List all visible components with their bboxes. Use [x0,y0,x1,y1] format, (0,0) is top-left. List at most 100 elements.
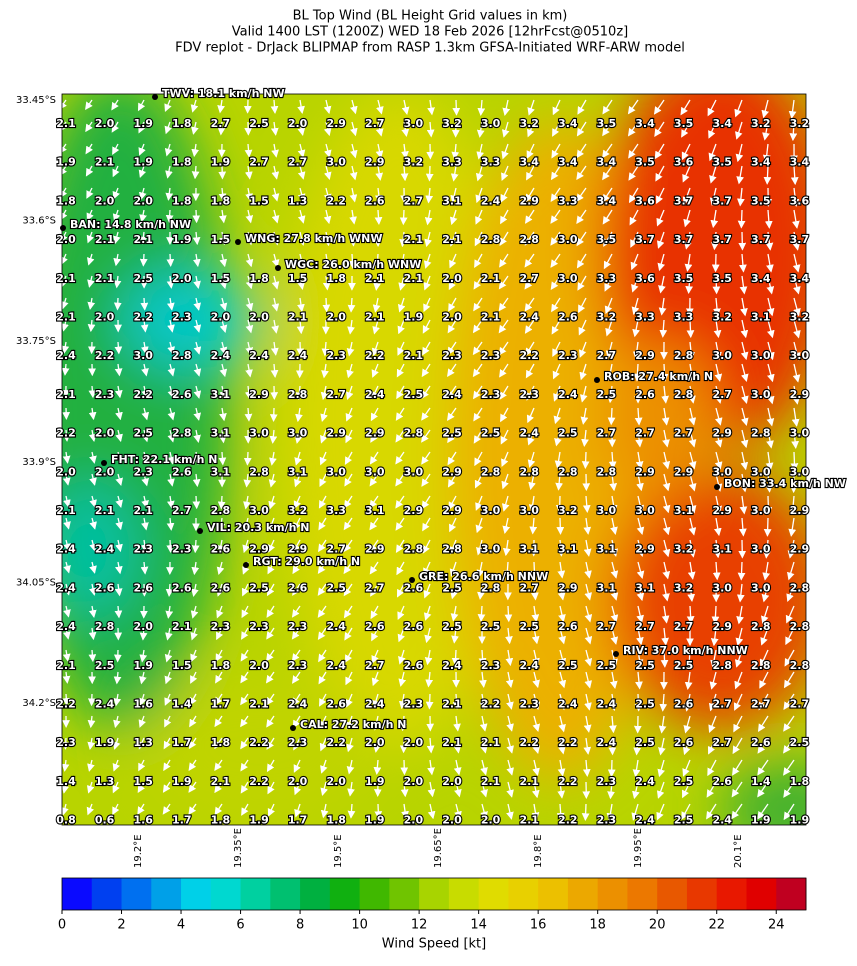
lat-label: 33.75°S [16,336,56,347]
grid-value: 2.1 [442,233,462,246]
grid-value: 2.5 [558,427,578,440]
grid-value: 2.8 [172,349,192,362]
grid-value: 2.1 [133,233,153,246]
grid-value: 2.0 [95,194,115,207]
grid-value: 2.3 [288,659,308,672]
grid-value: 2.1 [211,775,231,788]
grid-value: 2.8 [404,543,424,556]
grid-value: 2.7 [249,156,269,169]
grid-value: 2.5 [249,581,269,594]
station-label: CAL: 27.2 km/h N [300,718,406,731]
grid-value: 2.7 [674,620,694,633]
grid-value: 2.3 [95,388,115,401]
grid-value: 1.8 [326,814,346,827]
grid-value: 2.7 [674,427,694,440]
grid-value: 2.7 [172,504,192,517]
grid-value: 2.9 [712,427,732,440]
grid-value: 2.7 [790,698,810,711]
wind-arrow [767,518,768,536]
grid-value: 2.8 [751,427,771,440]
grid-value: 2.3 [172,311,192,324]
grid-value: 1.9 [365,814,385,827]
grid-value: 2.7 [211,117,231,130]
grid-value: 2.3 [249,620,269,633]
station-dot [594,377,600,383]
grid-value: 2.2 [365,349,385,362]
grid-value: 2.2 [326,194,346,207]
station-dot [101,460,107,466]
grid-value: 3.1 [558,543,578,556]
colorbar-swatch [389,878,419,910]
grid-value: 3.6 [635,194,655,207]
wind-arrow [216,826,222,836]
station-dot [290,725,296,731]
grid-value: 2.8 [519,465,539,478]
grid-value: 2.8 [674,349,694,362]
grid-value: 3.0 [790,349,810,362]
grid-value: 1.8 [172,156,192,169]
grid-value: 1.8 [326,272,346,285]
wind-arrow [92,386,93,397]
colorbar-tick-label: 18 [589,918,606,933]
grid-value: 2.8 [751,659,771,672]
grid-value: 2.7 [635,427,655,440]
grid-value: 1.3 [133,736,153,749]
grid-value: 3.2 [288,504,308,517]
grid-value: 0.8 [56,814,76,827]
grid-value: 2.1 [133,504,153,517]
grid-value: 2.5 [481,620,501,633]
wind-arrow [611,408,612,424]
grid-value: 2.2 [519,736,539,749]
grid-value: 3.2 [751,117,771,130]
grid-value: 3.0 [558,233,578,246]
grid-value: 2.9 [712,504,732,517]
grid-value: 3.0 [751,581,771,594]
grid-value: 2.3 [558,349,578,362]
grid-value: 1.9 [172,775,192,788]
colorbar-tick-label: 10 [351,918,368,933]
colorbar-tick-label: 2 [117,918,125,933]
grid-value: 1.3 [288,194,308,207]
colorbar-swatch [746,878,776,910]
grid-value: 2.0 [442,814,462,827]
grid-value: 2.6 [326,698,346,711]
grid-value: 3.0 [288,427,308,440]
grid-value: 2.0 [442,272,462,285]
grid-value: 2.7 [597,620,617,633]
grid-value: 2.9 [365,427,385,440]
wind-arrow [608,826,612,842]
grid-value: 2.5 [442,581,462,594]
wind-arrow [196,496,197,508]
wind-arrow [584,826,586,842]
grid-value: 2.4 [519,311,539,324]
grid-value: 2.3 [404,698,424,711]
colorbar-swatch [92,878,122,910]
grid-value: 2.2 [558,775,578,788]
grid-value: 2.6 [404,620,424,633]
grid-value: 2.0 [442,775,462,788]
grid-value: 2.6 [674,736,694,749]
wind-arrow [482,826,486,840]
grid-value: 2.3 [519,698,539,711]
grid-value: 2.1 [481,311,501,324]
grid-value: 2.2 [249,775,269,788]
grid-value: 2.0 [442,311,462,324]
grid-value: 3.0 [519,504,539,517]
grid-value: 2.1 [95,233,115,246]
colorbar-swatch [568,878,598,910]
grid-value: 2.6 [365,194,385,207]
grid-value: 2.2 [249,736,269,749]
colorbar-swatch [508,878,538,910]
wind-arrow [508,606,509,621]
colorbar-swatch [449,878,479,910]
grid-value: 2.4 [326,659,346,672]
grid-value: 2.9 [442,504,462,517]
grid-value: 3.1 [674,504,694,517]
grid-value: 2.9 [365,156,385,169]
grid-value: 2.8 [712,659,732,672]
grid-value: 3.4 [558,156,578,169]
wind-arrow [785,826,794,841]
grid-value: 1.9 [56,156,76,169]
grid-value: 2.6 [558,620,578,633]
grid-value: 2.0 [404,775,424,788]
